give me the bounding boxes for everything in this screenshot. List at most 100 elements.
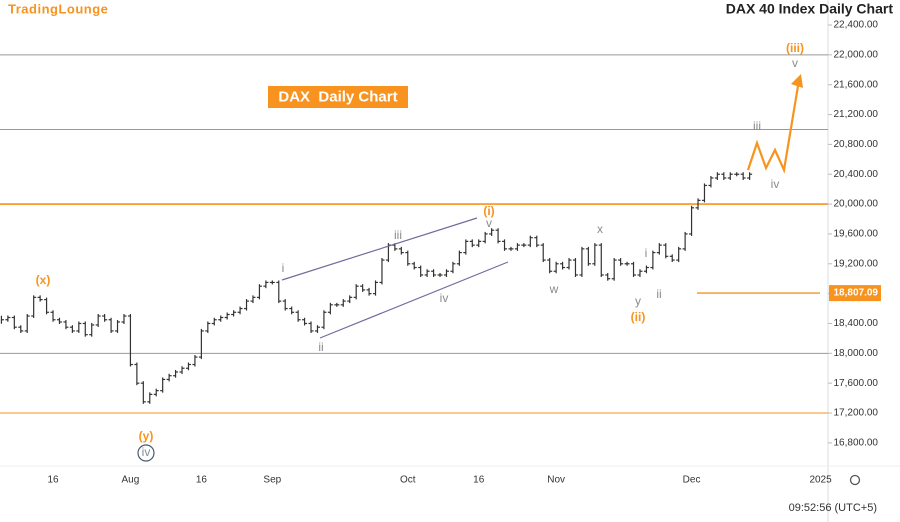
price-bar bbox=[198, 328, 204, 360]
price-bar bbox=[611, 258, 617, 281]
price-bar bbox=[102, 314, 108, 322]
price-bar bbox=[714, 172, 720, 180]
marker-level-box bbox=[829, 285, 881, 302]
price-bar bbox=[553, 261, 559, 274]
price-bar bbox=[469, 239, 475, 248]
price-bar bbox=[82, 321, 88, 337]
wave-label: iii bbox=[394, 228, 402, 242]
price-bar bbox=[205, 321, 211, 333]
wave-label: iv bbox=[142, 445, 151, 459]
price-bar bbox=[443, 269, 449, 277]
price-bar bbox=[495, 228, 501, 244]
x-tick-label: 16 bbox=[196, 475, 208, 486]
x-tick-label: 16 bbox=[473, 475, 485, 486]
y-tick-label: 21,600.00 bbox=[834, 79, 879, 90]
price-bar bbox=[598, 243, 604, 277]
price-bar bbox=[547, 258, 553, 274]
price-bar bbox=[489, 228, 495, 236]
price-bar bbox=[115, 319, 121, 333]
price-bar bbox=[379, 258, 385, 285]
price-bar bbox=[334, 302, 340, 307]
price-bar bbox=[76, 321, 82, 333]
wave-label: i bbox=[645, 246, 648, 260]
x-tick-label: Dec bbox=[683, 475, 701, 486]
price-bar bbox=[463, 239, 469, 255]
price-bar bbox=[282, 299, 288, 311]
subtitle: DAX Daily Chart bbox=[278, 88, 397, 105]
price-bar bbox=[218, 315, 224, 322]
price-bar bbox=[669, 254, 675, 263]
annotations: (x)(y)iviiiiiiiv(i)vwxy(ii)iiiiiiivv(iii… bbox=[36, 41, 804, 462]
price-bar bbox=[682, 231, 688, 251]
y-tick-label: 22,400.00 bbox=[834, 20, 879, 31]
price-bar bbox=[540, 243, 546, 263]
wave-label: (y) bbox=[139, 429, 154, 443]
price-bar bbox=[327, 302, 333, 315]
price-bar bbox=[360, 284, 366, 292]
price-bar bbox=[89, 322, 95, 337]
price-bar bbox=[121, 314, 127, 324]
y-tick-label: 18,000.00 bbox=[834, 348, 879, 359]
y-tick-label: 22,000.00 bbox=[834, 49, 879, 60]
price-bar bbox=[721, 172, 727, 180]
wave-label: v bbox=[792, 56, 798, 70]
price-bar bbox=[44, 297, 50, 315]
price-bar bbox=[398, 246, 404, 255]
price-bar bbox=[147, 392, 153, 404]
price-bar bbox=[347, 295, 353, 304]
wave-label: (ii) bbox=[631, 310, 646, 324]
price-bar bbox=[353, 284, 359, 300]
price-bar bbox=[37, 295, 43, 302]
price-bar bbox=[308, 321, 314, 333]
price-bar bbox=[566, 258, 572, 270]
price-bar bbox=[514, 243, 520, 251]
channel-line bbox=[319, 261, 509, 339]
channel-line bbox=[281, 217, 478, 281]
x-tick-label: 16 bbox=[47, 475, 59, 486]
wave-circle bbox=[137, 444, 155, 462]
price-bar bbox=[508, 246, 514, 251]
timestamp: 09:52:56 (UTC+5) bbox=[789, 502, 877, 514]
wave-label: y bbox=[635, 294, 641, 308]
subtitle-box bbox=[268, 86, 408, 108]
price-bar bbox=[166, 373, 172, 382]
price-bar bbox=[173, 369, 179, 378]
x-tick-label: Oct bbox=[400, 475, 416, 486]
price-bar bbox=[0, 315, 4, 324]
price-bar bbox=[656, 243, 662, 255]
price-bar bbox=[624, 261, 630, 266]
price-bar bbox=[63, 319, 69, 330]
price-bar bbox=[179, 366, 185, 374]
y-tick-label: 19,600.00 bbox=[834, 229, 879, 240]
price-bar bbox=[321, 310, 327, 330]
price-bar bbox=[140, 381, 146, 404]
price-bar bbox=[295, 310, 301, 322]
price-bar bbox=[637, 269, 643, 277]
price-bar bbox=[366, 287, 372, 296]
y-tick-label: 16,800.00 bbox=[834, 438, 879, 449]
price-bar bbox=[476, 239, 482, 248]
price-bar bbox=[572, 258, 578, 277]
price-bar bbox=[689, 205, 695, 236]
price-bar bbox=[192, 355, 198, 367]
price-bar bbox=[95, 314, 101, 327]
price-bar bbox=[456, 250, 462, 266]
price-bar bbox=[231, 310, 237, 317]
price-bar bbox=[5, 315, 11, 322]
price-bar bbox=[521, 243, 527, 248]
settings-icon[interactable] bbox=[849, 474, 861, 486]
price-bar bbox=[405, 250, 411, 266]
price-bar bbox=[450, 261, 456, 274]
price-bar bbox=[727, 172, 733, 180]
chart-title: DAX 40 Index Daily Chart bbox=[726, 1, 894, 17]
price-bar bbox=[18, 325, 24, 333]
wave-label: v bbox=[486, 216, 492, 230]
wave-label: iv bbox=[440, 291, 449, 305]
x-tick-label: Aug bbox=[122, 475, 140, 486]
wave-label: x bbox=[597, 222, 603, 236]
price-bar bbox=[237, 306, 243, 315]
price-bar bbox=[314, 325, 320, 333]
wave-label: (i) bbox=[483, 204, 494, 218]
bars-layer bbox=[0, 172, 753, 404]
